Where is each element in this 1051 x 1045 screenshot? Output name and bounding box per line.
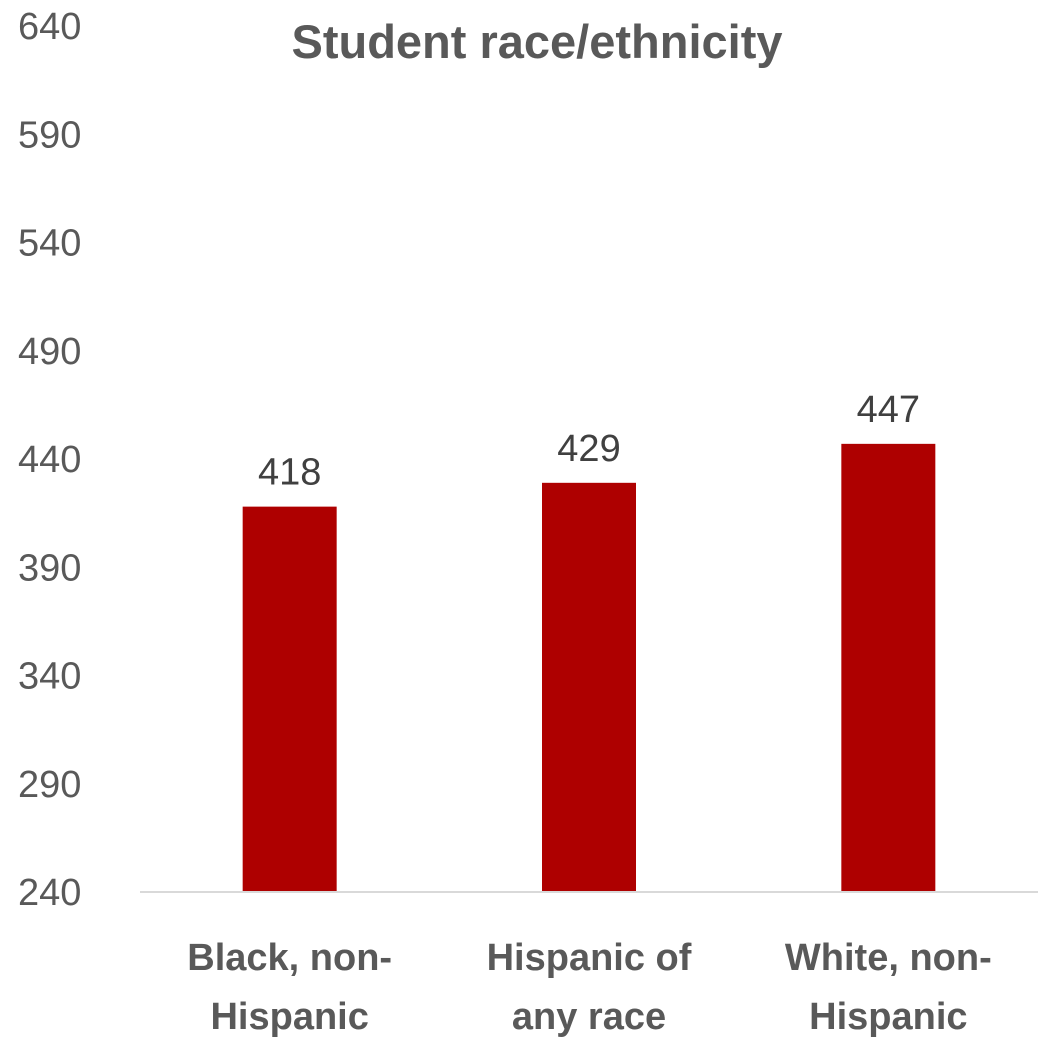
bar-data-label: 447 <box>857 389 920 431</box>
x-tick-label: Hispanic of any race <box>487 937 692 1038</box>
y-tick-label: 540 <box>18 223 81 265</box>
chart-title: Student race/ethnicity <box>292 15 783 68</box>
x-tick-label: Black, non-Hispanic <box>187 937 392 1038</box>
y-axis: 240 290 340 390 440 490 540 590 640 <box>18 6 81 914</box>
bar-series <box>242 443 936 892</box>
y-tick-label: 240 <box>18 872 81 914</box>
data-labels: 418 429 447 <box>258 389 920 494</box>
x-tick-label: White, non-Hispanic <box>785 937 992 1038</box>
bar-data-label: 418 <box>258 452 321 494</box>
y-tick-label: 390 <box>18 547 81 589</box>
y-tick-label: 490 <box>18 331 81 373</box>
bar <box>542 482 636 892</box>
y-tick-label: 440 <box>18 439 81 481</box>
bar <box>841 443 936 892</box>
bar-data-label: 429 <box>557 428 620 470</box>
y-tick-label: 640 <box>18 6 81 48</box>
y-tick-label: 340 <box>18 656 81 698</box>
y-tick-label: 290 <box>18 764 81 806</box>
x-axis: Black, non-Hispanic Hispanic of any race Wh… <box>187 937 991 1038</box>
y-tick-label: 590 <box>18 114 81 156</box>
bar <box>242 506 337 892</box>
